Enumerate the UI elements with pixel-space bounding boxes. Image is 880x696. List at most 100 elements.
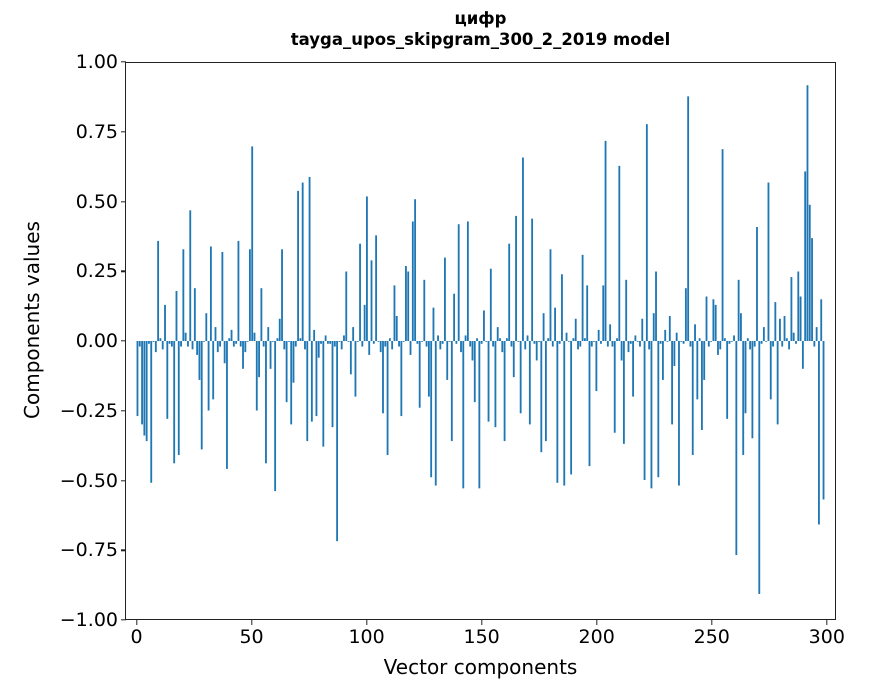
bar <box>395 315 398 341</box>
bar <box>177 341 180 455</box>
bar <box>753 341 756 347</box>
bar <box>464 335 467 341</box>
bar <box>356 341 359 342</box>
bar <box>549 249 552 341</box>
bar <box>583 338 586 341</box>
bar <box>691 341 694 455</box>
bar <box>315 341 318 417</box>
bar <box>223 341 226 364</box>
bar <box>191 341 194 350</box>
bar <box>150 341 153 483</box>
y-tick-label: −0.75 <box>59 539 118 562</box>
bar <box>818 341 820 525</box>
bar <box>792 332 795 341</box>
bar <box>248 249 251 341</box>
bar <box>661 341 664 380</box>
bar <box>680 341 683 342</box>
bar <box>411 221 414 341</box>
y-axis-tick-labels: −1.00 −0.75 −0.50 −0.25 0.00 0.25 0.50 0.75 1.00 <box>36 51 118 631</box>
y-tick-label: −0.50 <box>59 469 118 492</box>
bar <box>801 341 804 369</box>
bar <box>180 341 182 347</box>
bar <box>588 341 591 467</box>
bar <box>593 341 595 342</box>
bar <box>632 341 634 397</box>
bar <box>733 335 735 341</box>
y-tick-label: 0.00 <box>75 330 118 352</box>
bar <box>278 318 281 341</box>
bar <box>769 341 772 400</box>
x-tick-label: 50 <box>239 626 264 648</box>
bar <box>620 341 623 361</box>
bar <box>489 268 492 341</box>
bar <box>460 341 462 353</box>
bar <box>634 335 637 341</box>
bar <box>306 341 309 442</box>
bar <box>556 341 559 483</box>
bar <box>368 341 371 355</box>
bar <box>636 341 639 342</box>
bar <box>281 249 283 341</box>
bar <box>657 341 660 478</box>
bar <box>611 341 614 347</box>
bar <box>203 341 205 342</box>
bar <box>322 341 325 447</box>
bar <box>551 341 554 347</box>
bar <box>737 279 740 341</box>
bar <box>519 341 522 414</box>
bar <box>746 338 749 341</box>
bar <box>684 288 687 341</box>
bar <box>166 341 169 419</box>
bar <box>170 341 173 347</box>
bar <box>372 341 375 344</box>
bar <box>565 332 568 341</box>
bar <box>774 302 777 341</box>
bar <box>200 341 203 450</box>
bar <box>274 341 277 492</box>
bar <box>600 341 602 344</box>
bar <box>728 341 731 344</box>
bar <box>437 335 439 341</box>
bar <box>618 165 621 341</box>
bar-series-canvas <box>136 85 825 594</box>
bar <box>425 341 428 347</box>
bar <box>366 196 368 341</box>
bar <box>723 338 726 341</box>
bar <box>409 341 412 355</box>
y-tick-mark <box>121 340 126 342</box>
bar <box>251 146 254 341</box>
bar <box>721 149 724 341</box>
bar <box>762 327 765 341</box>
x-tick-mark <box>135 620 138 625</box>
bar <box>577 341 579 350</box>
bar <box>705 296 708 341</box>
y-tick-mark <box>121 479 126 482</box>
bar <box>216 341 219 353</box>
bar <box>517 341 520 342</box>
bar <box>343 335 345 341</box>
bar <box>290 341 293 425</box>
bar <box>604 140 607 341</box>
bar <box>535 341 538 361</box>
bar <box>767 182 770 341</box>
bar <box>668 315 671 341</box>
bar <box>193 288 196 341</box>
bar <box>269 341 272 369</box>
bar <box>694 324 696 341</box>
bar <box>136 341 139 417</box>
y-tick-mark <box>121 131 126 133</box>
bar <box>726 341 729 419</box>
bar <box>813 341 816 347</box>
bar <box>226 341 228 469</box>
bar <box>473 341 476 403</box>
bar <box>751 341 754 439</box>
bar <box>258 341 261 378</box>
bar <box>795 341 797 344</box>
bar <box>494 341 497 428</box>
bar <box>453 293 456 341</box>
bar <box>758 341 761 594</box>
bar <box>219 341 221 347</box>
x-tick-label: 250 <box>693 626 730 648</box>
y-axis-label: Components values <box>20 221 44 419</box>
bar <box>664 329 667 341</box>
